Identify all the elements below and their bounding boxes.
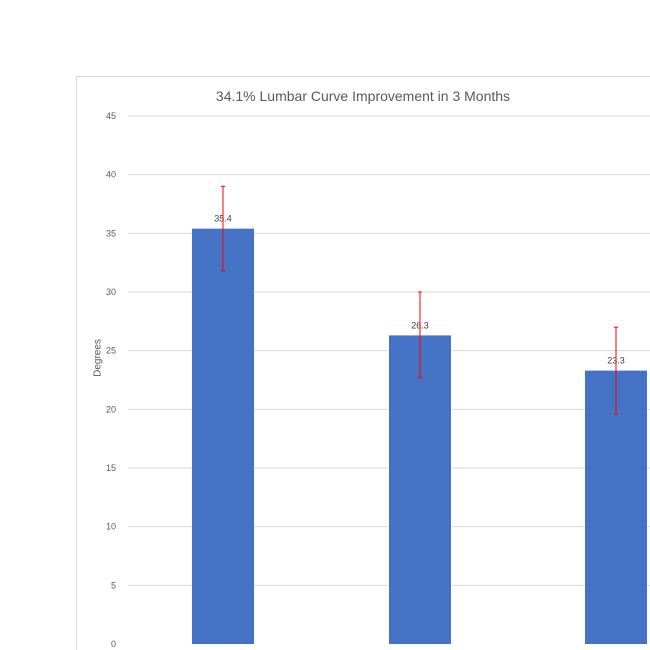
y-tick-label: 0 — [111, 639, 116, 649]
y-tick-label: 10 — [106, 522, 116, 532]
chart-area — [76, 76, 650, 650]
chart-title: 34.1% Lumbar Curve Improvement in 3 Mont… — [215, 88, 511, 104]
bar — [192, 228, 254, 644]
bar — [585, 370, 647, 644]
bar — [389, 335, 451, 644]
y-tick-label: 35 — [106, 228, 116, 238]
y-tick-label: 20 — [106, 404, 116, 414]
y-tick-label: 25 — [106, 346, 116, 356]
y-tick-label: 5 — [111, 580, 116, 590]
y-tick-label: 40 — [106, 170, 116, 180]
y-tick-label: 15 — [106, 463, 116, 473]
y-tick-label: 45 — [106, 111, 116, 121]
y-tick-label: 30 — [106, 287, 116, 297]
